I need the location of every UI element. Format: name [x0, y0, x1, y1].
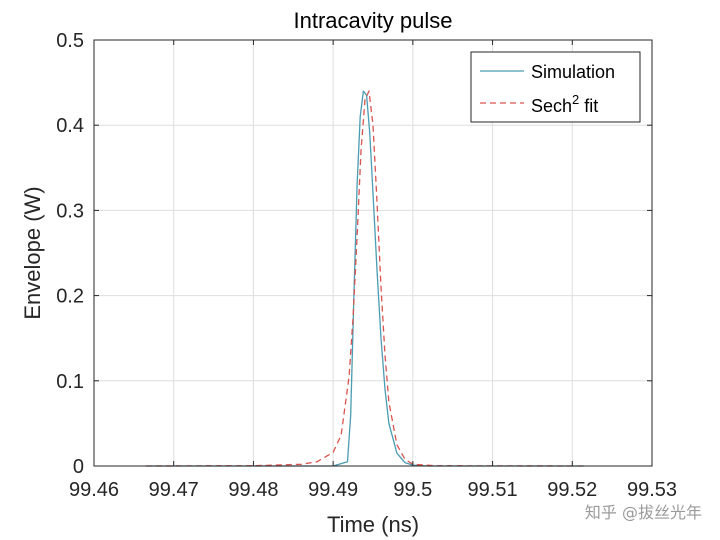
legend-label-sech-base: Sech [531, 96, 572, 116]
x-tick-label: 99.49 [308, 479, 358, 501]
y-tick-label: 0.1 [56, 371, 84, 393]
y-tick-label: 0.4 [56, 115, 84, 137]
x-tick-label: 99.51 [468, 479, 518, 501]
legend: Simulation Sech2 fit [470, 51, 641, 123]
watermark: 知乎 @拔丝光年 [585, 503, 702, 522]
plot-frame [93, 39, 653, 467]
y-ticks: 0 0.1 0.2 0.3 0.4 0.5 [56, 30, 652, 478]
legend-label-sech-rest: fit [579, 96, 598, 116]
y-axis-label: Envelope (W) [20, 186, 45, 319]
legend-box [470, 51, 641, 123]
series-lines [145, 90, 585, 467]
legend-label-sech-fit: Sech2 fit [531, 92, 598, 116]
x-tick-label: 99.53 [627, 479, 677, 501]
x-tick-label: 99.46 [69, 479, 119, 501]
x-axis-label: Time (ns) [327, 512, 419, 537]
chart-title: Intracavity pulse [294, 8, 453, 33]
x-ticks: 99.46 99.47 99.48 99.49 99.5 99.51 99.52 99.53 [69, 40, 677, 501]
legend-label-sech-superscript: 2 [572, 92, 579, 107]
x-tick-label: 99.5 [393, 479, 432, 501]
legend-label-simulation: Simulation [531, 62, 615, 82]
y-tick-label: 0 [73, 456, 84, 478]
x-tick-label: 99.52 [547, 479, 597, 501]
x-tick-label: 99.47 [149, 479, 199, 501]
series-line-sech-fit [145, 90, 585, 467]
y-tick-label: 0.3 [56, 200, 84, 222]
series-line-simulation [145, 90, 585, 467]
x-tick-label: 99.48 [228, 479, 278, 501]
y-tick-label: 0.5 [56, 30, 84, 52]
y-tick-label: 0.2 [56, 286, 84, 308]
